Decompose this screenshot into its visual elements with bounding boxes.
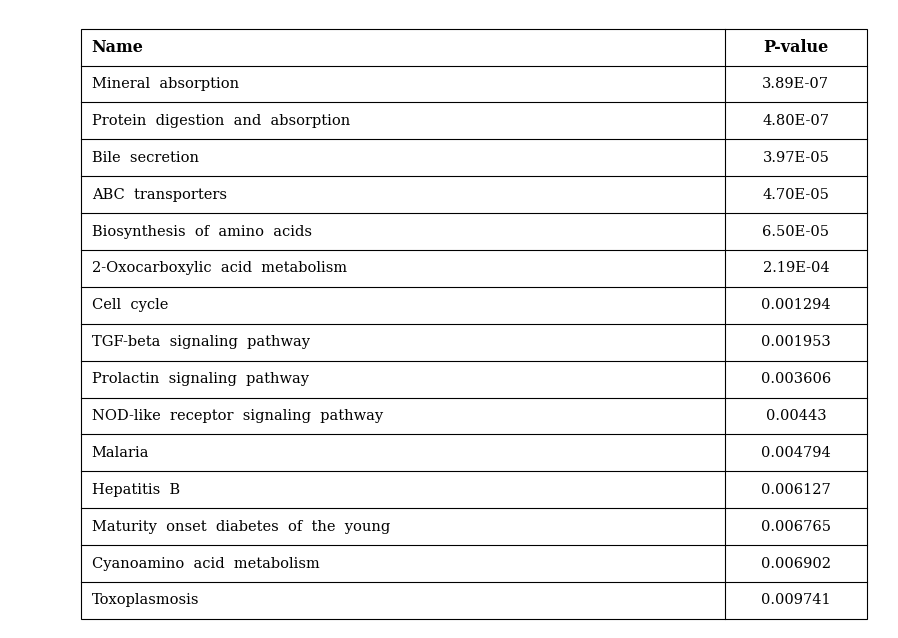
Text: 3.97E-05: 3.97E-05 [762,151,829,165]
Text: 0.00443: 0.00443 [765,409,826,423]
Text: Biosynthesis  of  amino  acids: Biosynthesis of amino acids [92,225,312,239]
Bar [81,29,867,619]
Text: TGF-beta  signaling  pathway: TGF-beta signaling pathway [92,335,310,349]
Text: 2.19E-04: 2.19E-04 [762,262,829,276]
Text: 0.006127: 0.006127 [761,483,831,497]
Text: 6.50E-05: 6.50E-05 [762,225,830,239]
Text: 3.89E-07: 3.89E-07 [762,77,830,91]
Text: 0.009741: 0.009741 [761,593,831,607]
Text: Bile  secretion: Bile secretion [92,151,198,165]
Text: P-value: P-value [763,39,829,56]
Text: NOD-like  receptor  signaling  pathway: NOD-like receptor signaling pathway [92,409,383,423]
Text: Cyanoamino  acid  metabolism: Cyanoamino acid metabolism [92,556,320,570]
Text: Toxoplasmosis: Toxoplasmosis [92,593,199,607]
Text: 4.80E-07: 4.80E-07 [762,114,830,128]
Text: Hepatitis  B: Hepatitis B [92,483,180,497]
Text: 0.003606: 0.003606 [761,372,831,386]
Text: 2-Oxocarboxylic  acid  metabolism: 2-Oxocarboxylic acid metabolism [92,262,347,276]
Text: Maturity  onset  diabetes  of  the  young: Maturity onset diabetes of the young [92,519,390,533]
Text: 0.006902: 0.006902 [761,556,831,570]
Text: Mineral  absorption: Mineral absorption [92,77,239,91]
Text: 0.001294: 0.001294 [761,299,831,313]
Text: Name: Name [92,39,144,56]
Text: 0.004794: 0.004794 [761,446,831,460]
Text: 4.70E-05: 4.70E-05 [762,188,829,202]
Text: Prolactin  signaling  pathway: Prolactin signaling pathway [92,372,309,386]
Text: 0.001953: 0.001953 [761,335,831,349]
Text: 0.006765: 0.006765 [761,519,831,533]
Text: ABC  transporters: ABC transporters [92,188,226,202]
Text: Cell  cycle: Cell cycle [92,299,168,313]
Text: Protein  digestion  and  absorption: Protein digestion and absorption [92,114,350,128]
Text: Malaria: Malaria [92,446,149,460]
